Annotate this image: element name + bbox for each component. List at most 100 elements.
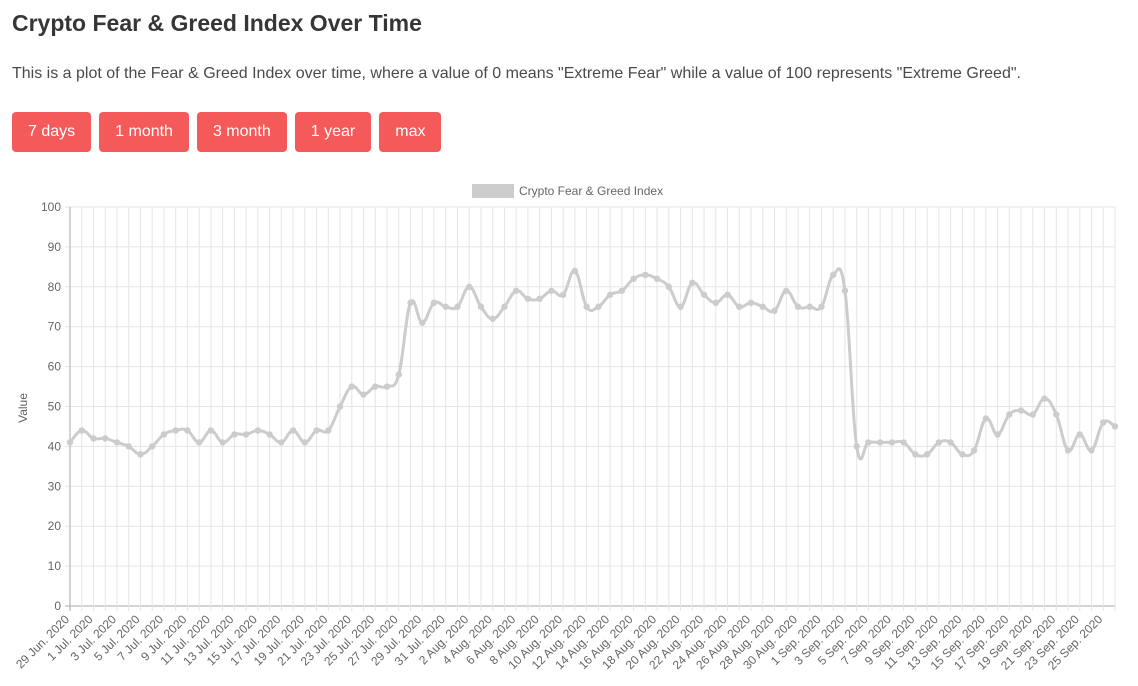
data-point bbox=[618, 287, 626, 294]
data-point bbox=[783, 287, 790, 294]
data-point bbox=[1017, 407, 1025, 414]
data-point bbox=[900, 439, 907, 446]
data-point bbox=[806, 303, 813, 310]
data-point bbox=[888, 439, 896, 446]
data-point bbox=[184, 427, 191, 434]
data-point bbox=[959, 451, 966, 458]
data-point bbox=[477, 303, 485, 310]
y-tick-label: 50 bbox=[48, 400, 62, 414]
data-point bbox=[325, 427, 332, 434]
data-point bbox=[336, 403, 344, 410]
data-point bbox=[348, 383, 355, 390]
chart-legend[interactable]: Crypto Fear & Greed Index bbox=[472, 184, 663, 198]
data-point bbox=[571, 267, 579, 275]
data-point bbox=[700, 291, 708, 298]
data-point bbox=[642, 271, 649, 279]
data-point bbox=[90, 435, 97, 442]
range-button-group: 7 days 1 month 3 month 1 year max bbox=[12, 112, 442, 152]
data-point bbox=[536, 295, 543, 302]
data-point bbox=[301, 439, 309, 446]
data-point bbox=[771, 307, 778, 314]
data-point bbox=[712, 299, 719, 306]
data-point bbox=[595, 303, 602, 310]
data-point bbox=[242, 431, 250, 438]
data-point bbox=[172, 427, 179, 434]
data-point bbox=[1088, 447, 1095, 454]
data-point bbox=[512, 287, 520, 294]
data-point bbox=[160, 431, 168, 438]
data-point bbox=[665, 283, 673, 290]
page-title: Crypto Fear & Greed Index Over Time bbox=[12, 10, 422, 36]
data-point bbox=[1100, 419, 1107, 426]
data-point bbox=[548, 287, 555, 294]
data-point bbox=[524, 295, 532, 302]
data-point bbox=[982, 415, 990, 422]
range-1-month-button[interactable]: 1 month bbox=[99, 112, 189, 152]
data-point bbox=[1029, 411, 1037, 418]
data-point bbox=[830, 271, 837, 279]
data-point bbox=[606, 291, 614, 298]
y-tick-label: 0 bbox=[54, 599, 61, 613]
data-point bbox=[313, 427, 320, 434]
data-point bbox=[148, 443, 156, 450]
data-point bbox=[689, 279, 696, 287]
data-point bbox=[454, 303, 461, 310]
data-point bbox=[466, 283, 473, 290]
data-point bbox=[254, 427, 262, 434]
data-point bbox=[583, 303, 590, 310]
data-point bbox=[853, 443, 860, 450]
chart-grid bbox=[65, 206, 1116, 611]
data-point bbox=[66, 439, 74, 446]
data-point bbox=[419, 319, 426, 326]
y-tick-label: 70 bbox=[48, 320, 62, 334]
data-point bbox=[125, 443, 132, 450]
data-point bbox=[818, 303, 825, 310]
data-point bbox=[923, 451, 931, 458]
data-point bbox=[231, 431, 238, 438]
data-point bbox=[219, 439, 226, 446]
legend-swatch bbox=[472, 184, 514, 198]
y-tick-label: 60 bbox=[48, 360, 62, 374]
series-line bbox=[68, 267, 1116, 461]
data-point bbox=[407, 299, 414, 306]
range-max-button[interactable]: max bbox=[379, 112, 442, 152]
y-tick-label: 100 bbox=[41, 200, 61, 214]
data-point bbox=[501, 303, 508, 310]
data-point bbox=[865, 439, 872, 446]
y-tick-label: 80 bbox=[48, 280, 62, 294]
data-point bbox=[207, 427, 215, 434]
data-point bbox=[1064, 447, 1072, 454]
data-point bbox=[653, 275, 661, 283]
fear-greed-line-chart: Crypto Fear & Greed Index 0 10 20 30 40 50 60 7… bbox=[13, 184, 1119, 673]
data-point bbox=[677, 303, 684, 310]
y-axis-title: Value bbox=[16, 393, 30, 423]
data-point bbox=[1111, 423, 1119, 430]
data-point bbox=[289, 427, 297, 434]
data-point bbox=[102, 435, 109, 442]
range-3-month-button[interactable]: 3 month bbox=[196, 112, 287, 152]
y-tick-label: 90 bbox=[48, 240, 62, 254]
data-point bbox=[794, 303, 802, 310]
data-point bbox=[912, 451, 919, 458]
y-tick-label: 40 bbox=[48, 439, 62, 453]
data-point bbox=[994, 431, 1001, 438]
data-point bbox=[360, 391, 367, 398]
data-point bbox=[489, 315, 496, 322]
page-description: This is a plot of the Fear & Greed Index… bbox=[12, 65, 1021, 82]
range-1-year-button[interactable]: 1 year bbox=[294, 112, 372, 152]
data-point bbox=[559, 291, 567, 298]
data-point bbox=[266, 431, 273, 438]
data-point bbox=[1006, 411, 1013, 418]
data-point bbox=[195, 439, 203, 446]
y-tick-label: 30 bbox=[48, 479, 62, 493]
data-point bbox=[1076, 431, 1083, 438]
data-point bbox=[372, 383, 379, 390]
data-point bbox=[430, 299, 438, 306]
data-point bbox=[137, 451, 144, 458]
data-point bbox=[747, 299, 755, 306]
data-point bbox=[78, 427, 85, 434]
range-7-days-button[interactable]: 7 days bbox=[12, 112, 92, 152]
legend-label: Crypto Fear & Greed Index bbox=[519, 184, 663, 198]
y-tick-label: 10 bbox=[48, 559, 62, 573]
